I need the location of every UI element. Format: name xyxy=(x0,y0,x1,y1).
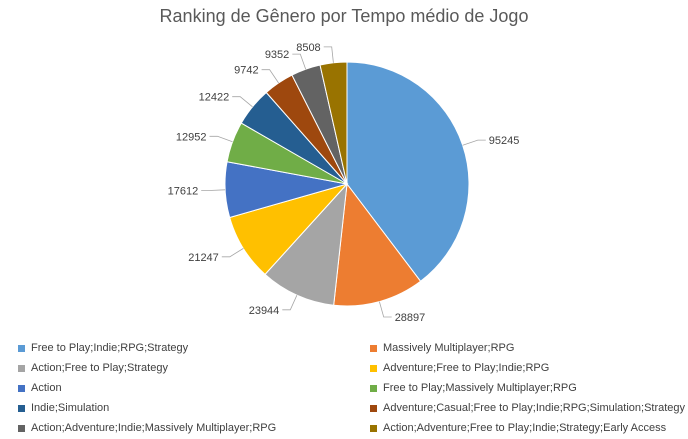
leader-line-7 xyxy=(232,96,253,108)
legend-swatch xyxy=(370,344,377,352)
legend-label: Action xyxy=(31,382,62,394)
data-label-10: 8508 xyxy=(296,42,320,54)
pie-slice-2 xyxy=(333,182,422,307)
leader-line-9 xyxy=(292,53,307,70)
data-label-3: 23944 xyxy=(249,305,280,317)
legend-item-9: Action;Adventure;Indie;Massively Multipl… xyxy=(18,421,276,435)
data-label-5: 17612 xyxy=(168,186,199,198)
data-label-2: 28897 xyxy=(395,312,426,324)
leader-line-3 xyxy=(282,295,298,311)
leader-line-8 xyxy=(261,69,279,84)
leader-line-6 xyxy=(209,135,233,143)
legend-item-7: Indie;Simulation xyxy=(18,401,109,415)
legend-label: Indie;Simulation xyxy=(31,402,110,414)
legend-label: Action;Adventure;Free to Play;Indie;Stra… xyxy=(383,422,667,434)
legend-item-1: Free to Play;Indie;RPG;Strategy xyxy=(18,341,188,355)
legend-swatch xyxy=(18,344,25,352)
legend-item-5: Action xyxy=(18,381,62,395)
chart-title: Ranking de Gênero por Tempo médio de Jog… xyxy=(159,6,529,26)
data-label-1: 95245 xyxy=(489,135,520,147)
leader-line-5 xyxy=(201,189,226,191)
legend-swatch xyxy=(370,404,377,412)
legend-swatch xyxy=(18,364,25,372)
data-label-7: 12422 xyxy=(199,92,230,104)
leader-lines xyxy=(201,46,486,318)
data-label-6: 12952 xyxy=(176,131,207,143)
legend-swatch xyxy=(18,404,25,412)
legend-item-3: Action;Free to Play;Strategy xyxy=(18,361,168,375)
pie-chart: 95245 28897 23944 21247 17612 12952 12422 9742 9… xyxy=(168,42,520,324)
legend-label: Free to Play;Massively Multiplayer;RPG xyxy=(383,382,577,394)
leader-line-2 xyxy=(379,301,392,318)
legend-swatch xyxy=(370,384,377,392)
pie-slices xyxy=(224,61,470,307)
data-label-9: 9352 xyxy=(265,49,289,61)
data-labels: 95245 28897 23944 21247 17612 12952 12422 9742 9… xyxy=(168,42,520,324)
legend-label: Free to Play;Indie;RPG;Strategy xyxy=(31,342,189,354)
leader-line-4 xyxy=(221,248,244,258)
legend-swatch xyxy=(370,424,377,432)
data-label-8: 9742 xyxy=(234,65,258,77)
legend-item-4: Adventure;Free to Play;Indie;RPG xyxy=(370,361,549,375)
data-label-4: 21247 xyxy=(188,252,219,264)
legend-label: Action;Free to Play;Strategy xyxy=(31,362,168,374)
legend-label: Adventure;Free to Play;Indie;RPG xyxy=(383,362,550,374)
legend-swatch xyxy=(370,364,377,372)
legend-label: Adventure;Casual;Free to Play;Indie;RPG;… xyxy=(383,402,686,414)
leader-line-10 xyxy=(323,46,334,63)
pie-slice-3 xyxy=(264,182,348,306)
legend-item-8: Adventure;Casual;Free to Play;Indie;RPG;… xyxy=(370,401,685,415)
legend-item-2: Massively Multiplayer;RPG xyxy=(370,341,514,355)
legend-label: Action;Adventure;Indie;Massively Multipl… xyxy=(31,422,277,434)
legend-swatch xyxy=(18,384,25,392)
leader-line-1 xyxy=(462,139,486,146)
pie-slice-1 xyxy=(346,61,470,283)
legend-item-6: Free to Play;Massively Multiplayer;RPG xyxy=(370,381,577,395)
legend-swatch xyxy=(18,424,25,432)
legend-label: Massively Multiplayer;RPG xyxy=(383,342,515,354)
legend-item-10: Action;Adventure;Free to Play;Indie;Stra… xyxy=(370,421,666,435)
